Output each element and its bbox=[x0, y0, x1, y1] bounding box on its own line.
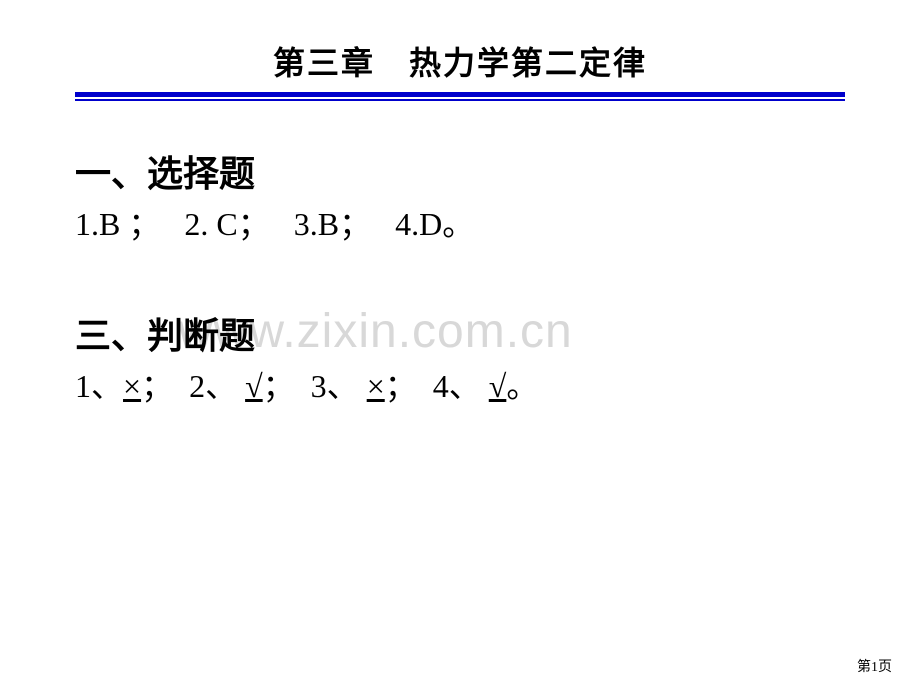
section1-heading: 一、选择题 bbox=[75, 145, 845, 197]
j1-number: 1、 bbox=[75, 368, 123, 404]
j3-answer: × bbox=[367, 368, 385, 405]
j3-number: 3、 bbox=[311, 368, 367, 404]
separator: 。 bbox=[442, 206, 474, 242]
separator: ； bbox=[141, 368, 173, 404]
q2-number: 2. bbox=[184, 206, 216, 242]
chapter-title: 第三章 热力学第二定律 bbox=[75, 38, 845, 84]
q1-number: 1. bbox=[75, 206, 99, 242]
separator: ； bbox=[385, 368, 417, 404]
title-divider bbox=[75, 92, 845, 101]
separator: ； bbox=[339, 206, 371, 242]
separator: ； bbox=[263, 368, 295, 404]
page-number: 第1页 bbox=[857, 656, 892, 676]
j2-answer: √ bbox=[245, 368, 263, 405]
q4-answer: D bbox=[419, 206, 442, 242]
section2-answers: 1、×； 2、 √ ； 3、 × ； 4、 √ 。 bbox=[75, 361, 845, 407]
separator: ； bbox=[238, 206, 270, 242]
j2-number: 2、 bbox=[189, 368, 245, 404]
q4-number: 4. bbox=[395, 206, 419, 242]
j4-number: 4、 bbox=[433, 368, 489, 404]
q3-answer: B bbox=[318, 206, 339, 242]
q2-answer: C bbox=[216, 206, 237, 242]
separator: 。 bbox=[506, 368, 538, 404]
separator: ； bbox=[120, 206, 160, 242]
section1-answers: 1.B ； 2. C； 3.B； 4.D。 bbox=[75, 199, 845, 245]
q1-answer: B bbox=[99, 206, 120, 242]
q3-number: 3. bbox=[294, 206, 318, 242]
section2-heading: 三、判断题 bbox=[75, 307, 845, 359]
j4-answer: √ bbox=[489, 368, 507, 405]
j1-answer: × bbox=[123, 368, 141, 405]
